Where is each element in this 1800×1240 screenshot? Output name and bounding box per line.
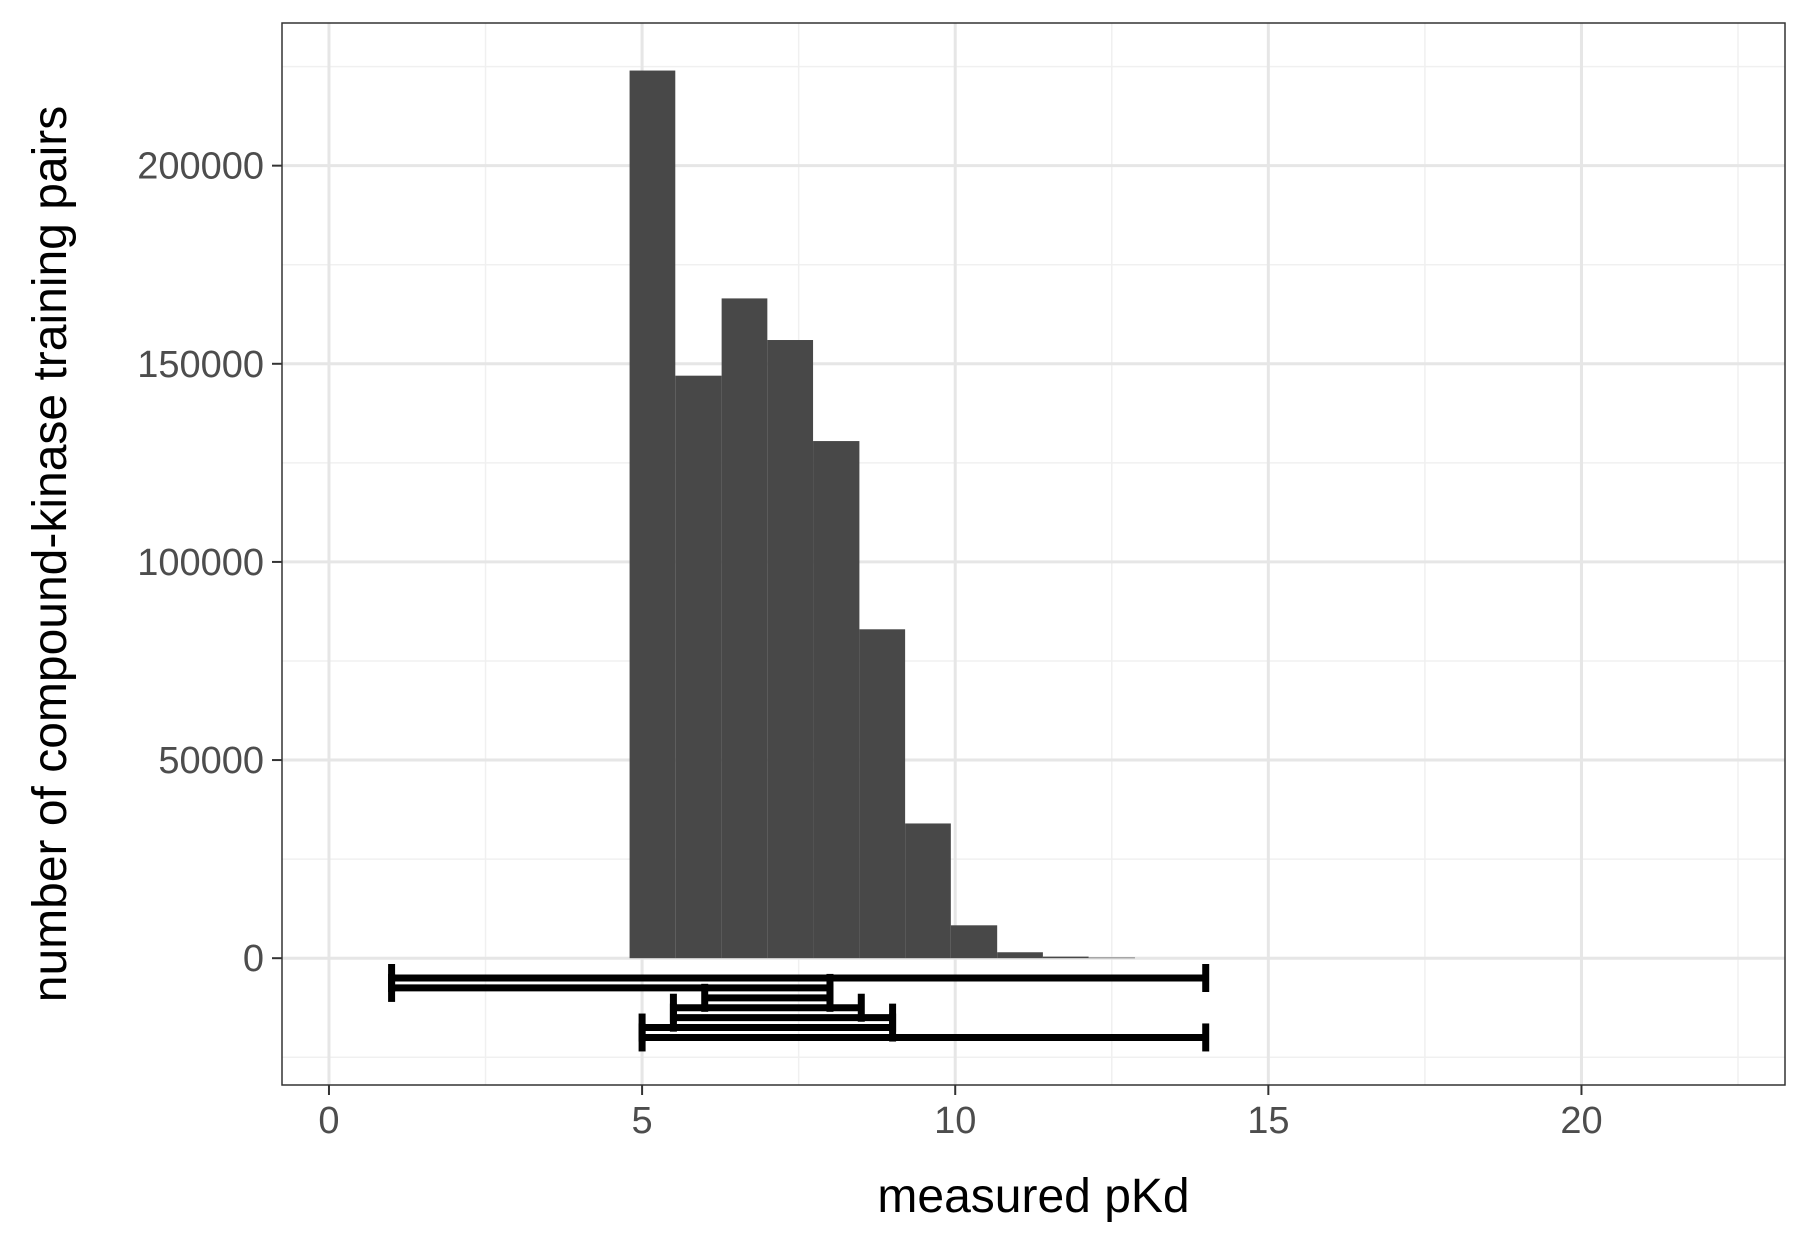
histogram-bar — [767, 340, 814, 959]
histogram-bar — [859, 629, 906, 959]
histogram-bar — [675, 375, 722, 959]
plot-panel-border — [281, 22, 1786, 1086]
histogram-bar — [1088, 957, 1135, 959]
y-axis: 0 50000 100000 150000 200000 — [137, 146, 282, 980]
histogram-bar — [950, 925, 998, 959]
x-axis-title: measured pKd — [877, 1170, 1189, 1223]
x-axis: 0 5 10 15 20 — [318, 1085, 1603, 1142]
major-gridlines — [282, 23, 1785, 1085]
range-intervals — [388, 964, 1210, 1052]
plot-panel — [282, 23, 1785, 1085]
x-tick-label: 20 — [1560, 1100, 1602, 1142]
histogram-bar — [1042, 956, 1089, 959]
range-interval — [638, 1023, 1210, 1052]
x-tick-label: 0 — [318, 1100, 339, 1142]
y-tick-label: 50000 — [158, 740, 264, 782]
y-axis-title: number of compound-kinase training pairs — [24, 106, 77, 1002]
histogram-bar — [997, 952, 1043, 959]
y-tick-label: 100000 — [137, 542, 264, 584]
histogram-bar — [721, 298, 768, 959]
histogram-bars — [629, 70, 1135, 959]
y-tick-label: 150000 — [137, 344, 264, 386]
histogram-bar — [629, 70, 676, 959]
x-tick-label: 15 — [1247, 1100, 1289, 1142]
x-tick-label: 10 — [934, 1100, 976, 1142]
x-tick-label: 5 — [632, 1100, 653, 1142]
y-tick-label: 0 — [243, 938, 264, 980]
y-tick-label: 200000 — [137, 146, 264, 188]
histogram-bar — [813, 441, 860, 959]
histogram-bar — [905, 823, 951, 959]
